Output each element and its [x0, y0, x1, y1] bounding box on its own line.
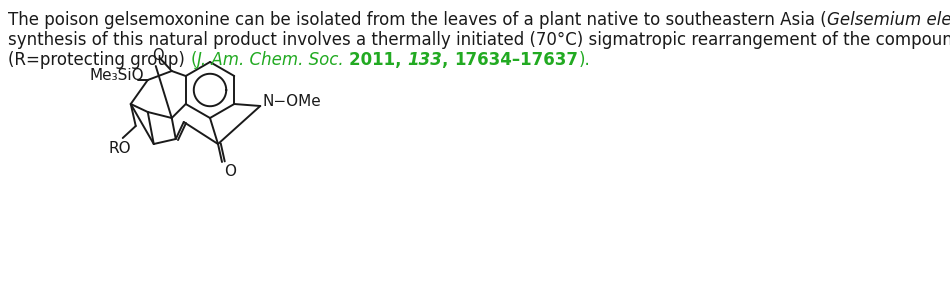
Text: J. Am. Chem. Soc.: J. Am. Chem. Soc.	[197, 51, 344, 69]
Text: N−OMe: N−OMe	[262, 94, 321, 109]
Text: Me₃SiO: Me₃SiO	[89, 68, 144, 83]
Text: 133: 133	[408, 51, 443, 69]
Text: RO: RO	[108, 141, 131, 156]
Text: ).: ).	[579, 51, 590, 69]
Text: Gelsemium elegans: Gelsemium elegans	[826, 11, 950, 29]
Text: synthesis of this natural product involves a thermally initiated (70°C) sigmatro: synthesis of this natural product involv…	[8, 31, 950, 49]
Text: O: O	[224, 164, 236, 179]
Text: (: (	[190, 51, 197, 69]
Text: 17634–17637: 17634–17637	[455, 51, 579, 69]
Text: The poison gelsemoxonine can be isolated from the leaves of a plant native to so: The poison gelsemoxonine can be isolated…	[8, 11, 826, 29]
Text: ,: ,	[443, 51, 455, 69]
Text: (R=protecting group): (R=protecting group)	[8, 51, 190, 69]
Text: 2011,: 2011,	[350, 51, 408, 69]
Text: O: O	[152, 48, 163, 63]
